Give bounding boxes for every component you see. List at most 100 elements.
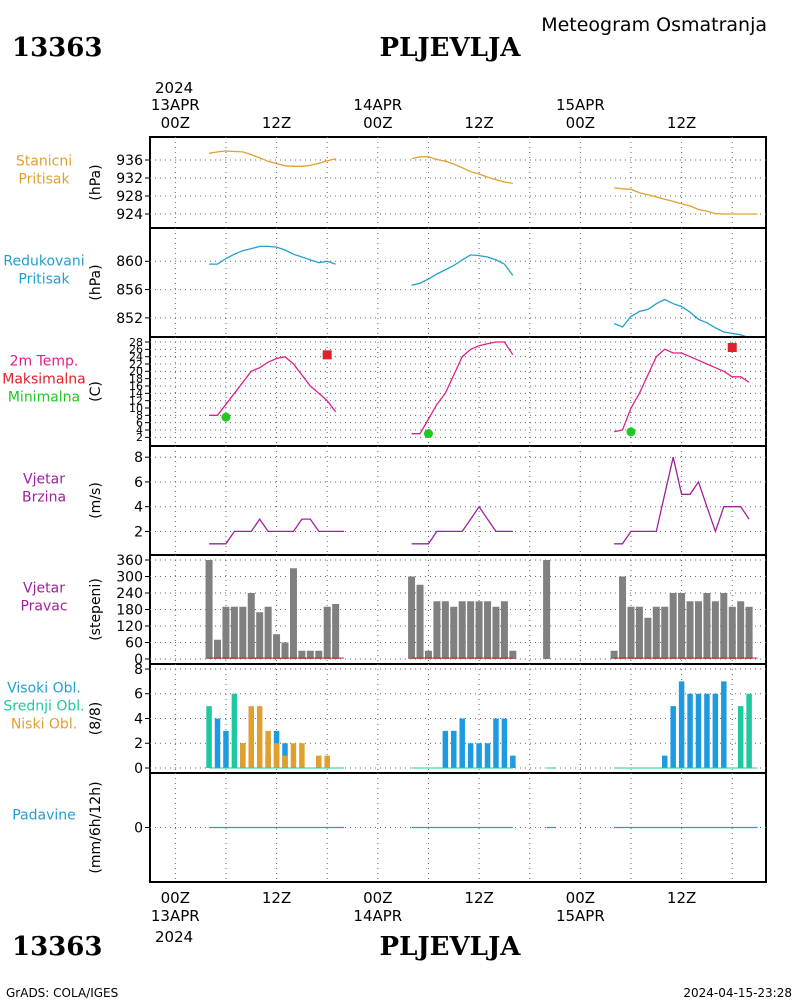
panel-frame: [149, 136, 767, 229]
y-tick-label: 932: [116, 171, 143, 187]
wind-direction-bar: [669, 593, 677, 659]
cloud-bar: [273, 743, 280, 768]
wind-direction-bar: [703, 593, 711, 659]
panel-label-line: Padavine: [12, 808, 76, 824]
tmax-marker: [727, 343, 737, 352]
y-tick-label: 240: [116, 586, 143, 602]
wind-direction-bar: [306, 650, 314, 659]
cloud-bar: [712, 693, 719, 768]
unit-label: (hPa): [88, 264, 104, 300]
y-tick-label: 24: [129, 351, 143, 364]
series-line-wind_speed: [209, 517, 345, 545]
series-line-mslp: [209, 245, 336, 265]
panel-precipitation: 0 (mm/6h/12h) Padavine: [12, 772, 767, 883]
panel-label-line: Visoki Obl.: [7, 681, 81, 697]
wind-direction-bar: [720, 593, 728, 659]
wind-direction-bar: [298, 650, 306, 659]
y-tick-label: 4: [134, 500, 143, 516]
panel-mslp: 852 856 860 (hPa)Redukovani Pritisak: [3, 227, 767, 339]
wind-direction-bar: [509, 650, 517, 659]
wind-direction-bar: [289, 568, 297, 659]
cloud-bar: [670, 706, 676, 768]
wind-direction-bar: [678, 593, 686, 659]
wind-direction-bar: [230, 606, 238, 659]
y-tick-label: 8: [136, 409, 143, 422]
panel-label-line: Maksimalna: [2, 372, 86, 388]
wind-direction-bar: [441, 601, 449, 659]
top-date-label: 14APR: [353, 96, 402, 114]
y-tick-label: 6: [134, 687, 143, 703]
station-name-bottom: PLJEVLJA: [380, 932, 522, 962]
wind-direction-bar: [332, 604, 340, 659]
bottom-year: 2024: [155, 928, 193, 946]
y-tick-label: 924: [116, 207, 143, 223]
cloud-bar: [324, 755, 330, 768]
cloud-bar: [240, 743, 246, 768]
wind-direction-bar: [467, 601, 475, 659]
panel-label-line: Stanicni: [16, 154, 72, 170]
cloud-bar: [476, 743, 482, 768]
y-tick-label: 0: [134, 820, 143, 836]
y-tick-label: 8: [134, 662, 143, 678]
series-line-station_pressure: [208, 150, 336, 167]
bottom-hour-label: 00Z: [363, 889, 392, 907]
wind-direction-bar: [408, 576, 416, 659]
cloud-bar: [442, 730, 449, 768]
y-tick-label: 6: [136, 417, 143, 430]
y-tick-label: 936: [116, 153, 143, 169]
cloud-bar: [451, 730, 457, 768]
y-tick-label: 2: [136, 431, 143, 444]
bottom-hour-label: 12Z: [667, 889, 696, 907]
bottom-hour-label: 00Z: [161, 889, 190, 907]
cloud-bar: [501, 718, 508, 768]
wind-direction-bar: [737, 601, 745, 659]
product-title: Meteogram Osmatranja: [541, 14, 767, 36]
cloud-bar: [467, 743, 474, 768]
wind-direction-bar: [619, 576, 627, 659]
y-tick-label: 28: [129, 336, 143, 349]
panel-frame: [149, 445, 767, 556]
y-tick-label: 22: [129, 358, 143, 371]
cloud-bar: [459, 718, 465, 768]
wind-direction-bar: [458, 601, 466, 659]
cloud-bar: [510, 755, 516, 768]
cloud-bar: [316, 755, 322, 768]
wind-direction-bar: [222, 606, 230, 659]
unit-label: (stepeni): [88, 578, 104, 641]
tmin-marker: [423, 429, 433, 439]
footer-timestamp: 2024-04-15-23:28: [683, 986, 792, 1000]
y-tick-label: 2: [134, 524, 143, 540]
tmax-marker: [322, 350, 332, 360]
wind-direction-bar: [450, 606, 458, 659]
cloud-bar: [687, 693, 693, 768]
cloud-bar: [721, 681, 727, 768]
cloud-bar: [223, 730, 229, 768]
cloud-bar: [695, 693, 702, 768]
series-line-station_pressure: [411, 156, 513, 185]
wind-direction-bar: [273, 634, 281, 659]
cloud-bar: [282, 755, 288, 768]
panel-label-line: Niski Obl.: [11, 717, 77, 733]
wind-direction-bar: [433, 601, 441, 659]
wind-direction-bar: [728, 606, 736, 659]
panel-clouds: 0 2 4 6 8 (8/8) Visoki Obl. Srednji Obl. Niski O…: [3, 662, 767, 777]
panel-wind_speed: 2 4 6 8 (m/s) Vjetar Brzina: [22, 445, 767, 556]
wind-direction-bar: [492, 606, 500, 659]
tmin-marker: [626, 427, 636, 437]
y-tick-label: 4: [134, 711, 143, 727]
wind-direction-bar: [745, 606, 753, 659]
bottom-hour-label: 00Z: [566, 889, 595, 907]
wind-direction-bar: [543, 560, 551, 659]
panel-frame: [149, 227, 767, 338]
wind-direction-bar: [484, 601, 492, 659]
panel-station_pressure: 924 928 932 936 (hPa) Stanicni Pritisak: [16, 136, 767, 229]
cloud-bar: [737, 706, 744, 768]
cloud-bar: [484, 743, 491, 768]
y-tick-label: 8: [134, 450, 143, 466]
top-hour-label: 12Z: [464, 114, 493, 132]
y-tick-label: 0: [134, 652, 143, 668]
wind-direction-bar: [247, 593, 255, 659]
